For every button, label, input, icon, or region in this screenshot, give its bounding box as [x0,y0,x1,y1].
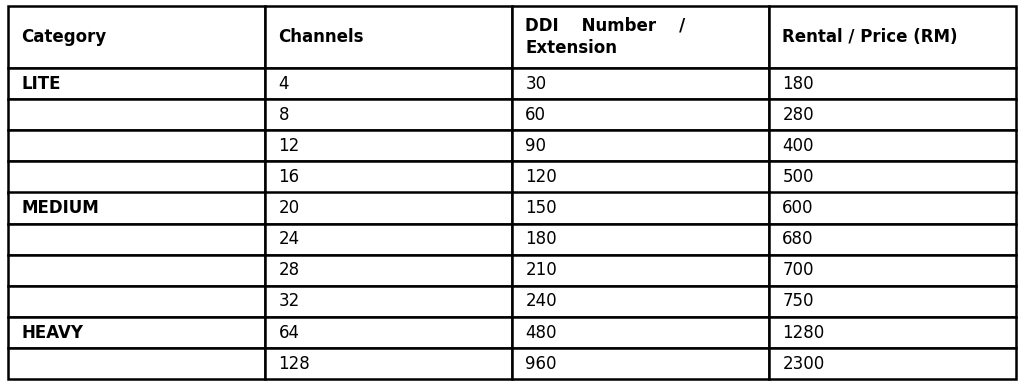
Text: Category: Category [22,28,106,46]
Text: 150: 150 [525,199,557,217]
Bar [265,68,512,99]
Text: 2300: 2300 [782,355,824,373]
Text: 8: 8 [279,106,289,124]
Text: 480: 480 [525,323,557,341]
Bar [8,348,265,379]
Text: 28: 28 [279,261,300,279]
Text: 12: 12 [279,137,300,155]
Text: 24: 24 [279,230,300,248]
Bar [769,317,1016,348]
Bar [512,224,769,255]
Text: Channels: Channels [279,28,364,46]
Bar [265,130,512,161]
Text: 120: 120 [525,168,557,186]
Text: 60: 60 [525,106,547,124]
Bar [265,317,512,348]
Bar [265,99,512,130]
Text: MEDIUM: MEDIUM [22,199,99,217]
Bar [769,255,1016,286]
Bar [265,348,512,379]
Text: 4: 4 [279,75,289,92]
Text: 960: 960 [525,355,557,373]
Bar [8,130,265,161]
Bar [769,192,1016,224]
Text: 90: 90 [525,137,547,155]
Text: 180: 180 [525,230,557,248]
Text: 280: 280 [782,106,814,124]
Text: 32: 32 [279,293,300,310]
Text: 180: 180 [782,75,814,92]
Text: Rental / Price (RM): Rental / Price (RM) [782,28,957,46]
Bar [8,255,265,286]
Text: 600: 600 [782,199,814,217]
Bar [769,348,1016,379]
Bar [8,192,265,224]
Bar [265,286,512,317]
Text: 1280: 1280 [782,323,824,341]
Bar [8,161,265,192]
Bar [512,192,769,224]
Bar [512,348,769,379]
Bar [8,317,265,348]
Text: 240: 240 [525,293,557,310]
Bar [769,286,1016,317]
Bar [265,255,512,286]
Bar [512,161,769,192]
Bar [769,99,1016,130]
Bar [769,161,1016,192]
Bar [265,192,512,224]
Text: 30: 30 [525,75,547,92]
Text: LITE: LITE [22,75,61,92]
Bar [512,255,769,286]
Bar [769,6,1016,68]
Text: 700: 700 [782,261,814,279]
Text: 64: 64 [279,323,299,341]
Text: 400: 400 [782,137,814,155]
Bar [8,6,265,68]
Text: HEAVY: HEAVY [22,323,84,341]
Text: DDI    Number    /
Extension: DDI Number / Extension [525,17,685,57]
Bar [769,68,1016,99]
Bar [8,224,265,255]
Bar [512,317,769,348]
Bar [512,99,769,130]
Bar [265,224,512,255]
Text: 500: 500 [782,168,814,186]
Text: 20: 20 [279,199,300,217]
Bar [265,6,512,68]
Text: 16: 16 [279,168,300,186]
Bar [769,130,1016,161]
Text: 750: 750 [782,293,814,310]
Bar [8,99,265,130]
Bar [769,224,1016,255]
Bar [8,68,265,99]
Text: 128: 128 [279,355,310,373]
Bar [8,286,265,317]
Bar [512,130,769,161]
Text: 210: 210 [525,261,557,279]
Bar [512,6,769,68]
Bar [512,68,769,99]
Text: 680: 680 [782,230,814,248]
Bar [512,286,769,317]
Bar [265,161,512,192]
